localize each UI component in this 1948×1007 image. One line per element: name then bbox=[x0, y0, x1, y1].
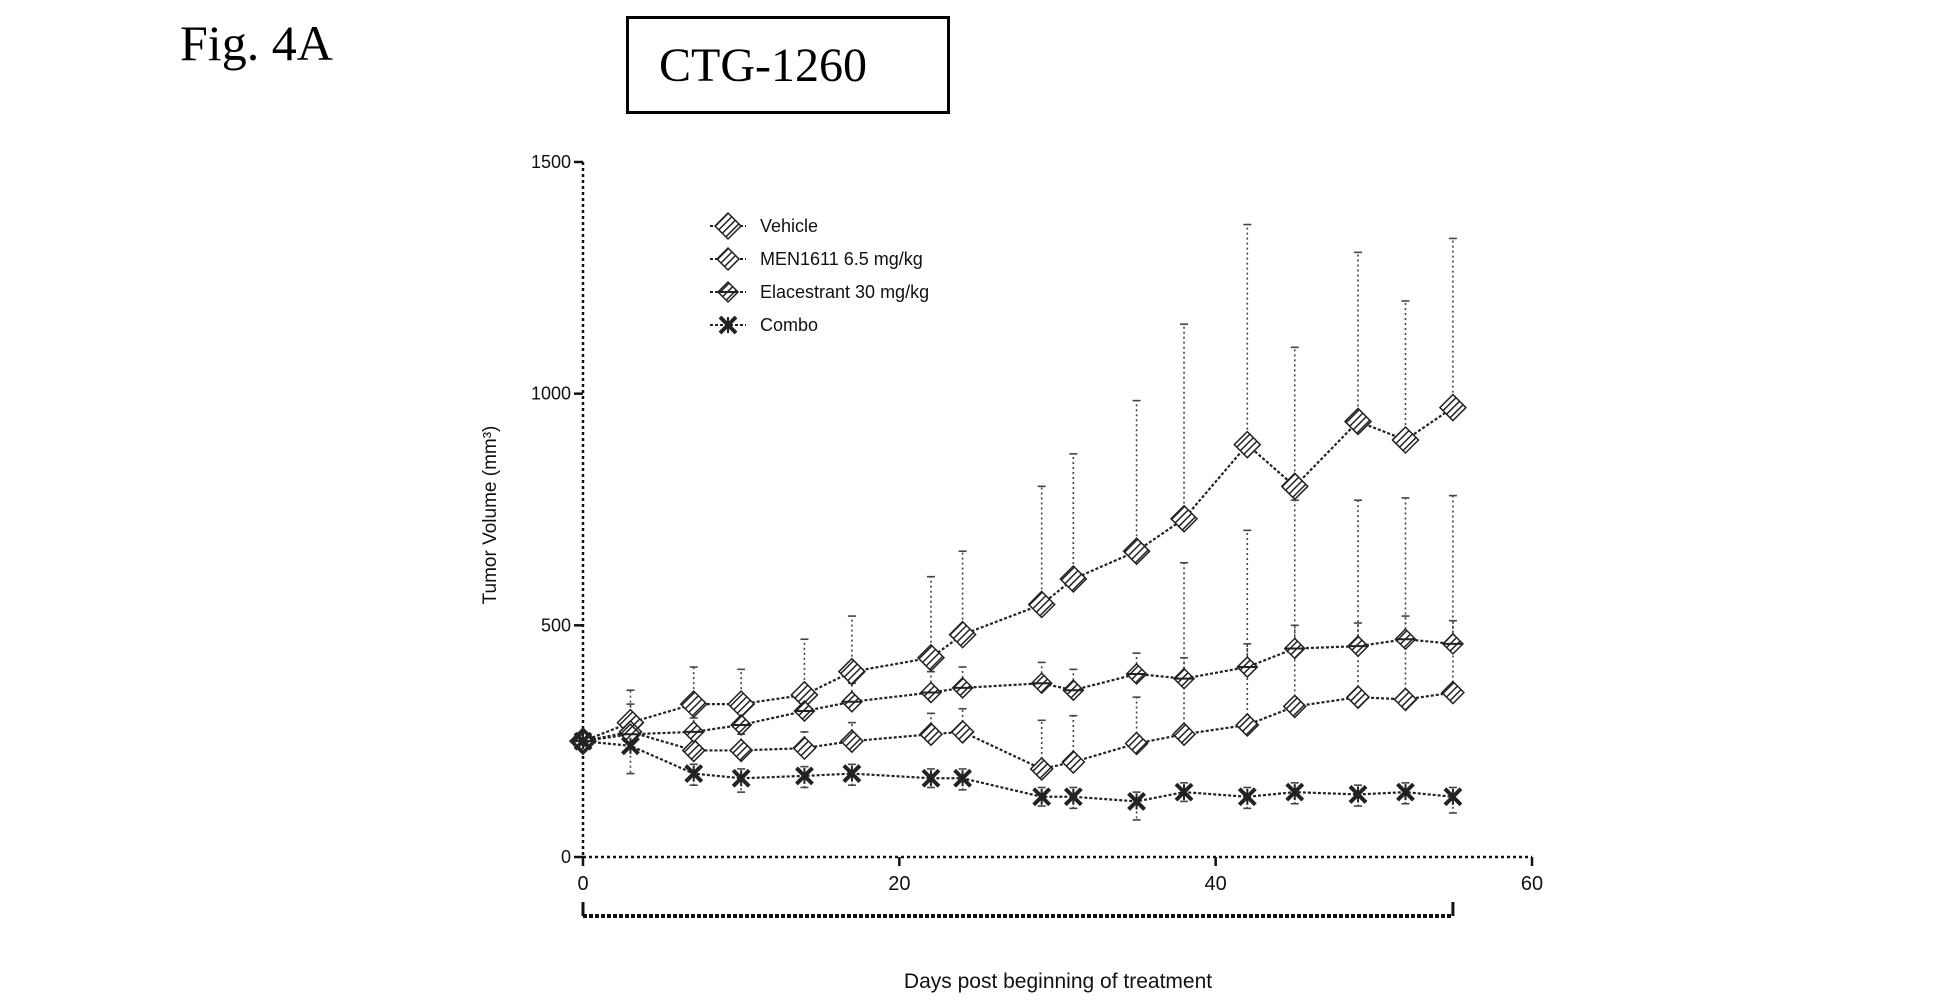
data-point bbox=[1233, 430, 1262, 459]
data-point bbox=[919, 681, 943, 704]
y-tick-label: 1500 bbox=[531, 152, 571, 172]
data-point bbox=[916, 643, 946, 672]
series-line bbox=[582, 406, 1454, 743]
data-point bbox=[1027, 590, 1056, 619]
data-point bbox=[1062, 679, 1085, 702]
data-point bbox=[1283, 637, 1306, 660]
data-point bbox=[682, 720, 705, 743]
data-point bbox=[1061, 749, 1086, 775]
y-tick-label: 500 bbox=[541, 615, 571, 635]
data-point bbox=[921, 768, 941, 788]
data-point bbox=[1345, 685, 1371, 710]
data-point bbox=[730, 713, 753, 737]
data-point bbox=[731, 768, 751, 788]
data-point bbox=[1394, 628, 1417, 651]
data-point bbox=[918, 722, 944, 747]
data-point bbox=[1124, 731, 1149, 756]
data-point bbox=[1438, 393, 1467, 422]
data-point bbox=[1127, 791, 1146, 811]
data-point bbox=[1237, 787, 1257, 807]
data-point bbox=[684, 764, 704, 784]
data-point bbox=[1059, 564, 1088, 594]
series-line bbox=[582, 740, 1454, 803]
treatment-bracket bbox=[581, 902, 1455, 918]
legend-marker bbox=[713, 211, 743, 241]
error-bars bbox=[626, 223, 1457, 821]
data-point bbox=[1235, 712, 1260, 738]
data-point bbox=[839, 729, 864, 754]
data-point bbox=[1122, 537, 1151, 566]
data-point bbox=[792, 736, 817, 761]
x-tick-label: 20 bbox=[888, 873, 910, 895]
chart-title-box: CTG-1260 bbox=[626, 16, 950, 114]
data-point bbox=[1348, 785, 1368, 804]
data-point bbox=[1285, 782, 1305, 802]
data-point bbox=[1171, 722, 1197, 747]
data-point bbox=[1174, 782, 1194, 802]
chart-title: CTG-1260 bbox=[659, 38, 867, 92]
data-point bbox=[840, 690, 863, 713]
legend-entry: Combo bbox=[710, 315, 818, 335]
data-point bbox=[1029, 756, 1054, 782]
legend-marker bbox=[718, 315, 738, 335]
data-point bbox=[573, 731, 593, 751]
data-point bbox=[1393, 687, 1418, 712]
data-point bbox=[1030, 672, 1053, 695]
legend-label: MEN1611 6.5 mg/kg bbox=[760, 249, 923, 269]
x-tick-label: 0 bbox=[577, 873, 588, 895]
y-tick-label: 1000 bbox=[531, 384, 571, 404]
legend-entry: Vehicle bbox=[710, 211, 818, 241]
data-point bbox=[1236, 655, 1259, 679]
series-markers bbox=[568, 393, 1467, 811]
data-point bbox=[679, 690, 708, 719]
data-point bbox=[1169, 504, 1199, 533]
data-point bbox=[1343, 407, 1373, 436]
series-lines bbox=[582, 406, 1454, 803]
data-point bbox=[729, 738, 754, 763]
data-point bbox=[951, 676, 974, 699]
data-point bbox=[681, 738, 706, 763]
data-point bbox=[1443, 787, 1463, 807]
x-tick-label: 40 bbox=[1205, 873, 1227, 895]
legend-entry: Elacestrant 30 mg/kg bbox=[710, 280, 929, 304]
data-point bbox=[727, 690, 756, 719]
x-axis-label: Days post beginning of treatment bbox=[904, 970, 1212, 993]
data-point bbox=[1346, 635, 1370, 658]
legend-label: Elacestrant 30 mg/kg bbox=[760, 282, 929, 302]
data-point bbox=[1063, 787, 1083, 807]
data-point bbox=[1391, 425, 1420, 455]
data-point bbox=[795, 766, 814, 786]
data-point bbox=[1125, 662, 1148, 686]
data-point bbox=[950, 719, 975, 744]
data-point bbox=[1172, 667, 1196, 690]
legend-marker bbox=[715, 246, 741, 272]
legend-label: Vehicle bbox=[760, 216, 818, 236]
data-point bbox=[1440, 680, 1465, 705]
series-line bbox=[582, 638, 1454, 743]
data-point bbox=[953, 768, 973, 788]
data-point bbox=[1280, 472, 1309, 501]
axes: 0 500 1000 1500 0 20 40 60 bbox=[531, 152, 1543, 918]
legend-label: Combo bbox=[760, 315, 818, 335]
data-point bbox=[1441, 632, 1464, 655]
data-point bbox=[948, 620, 977, 649]
x-tick-label: 60 bbox=[1521, 873, 1543, 895]
data-point bbox=[842, 764, 862, 784]
data-point bbox=[837, 657, 866, 686]
legend-marker bbox=[716, 280, 740, 304]
data-point bbox=[1282, 694, 1307, 719]
legend: Vehicle MEN1611 6.5 mg/kg Elacestrant 30 m… bbox=[710, 211, 929, 335]
legend-entry: MEN1611 6.5 mg/kg bbox=[710, 246, 923, 272]
figure-label: Fig. 4A bbox=[180, 15, 333, 71]
data-point bbox=[1032, 787, 1052, 807]
data-point bbox=[621, 736, 640, 756]
y-axis-label: Tumor Volume (mm³) bbox=[480, 426, 501, 605]
data-point bbox=[793, 699, 816, 723]
data-point bbox=[1396, 782, 1415, 802]
y-tick-label: 0 bbox=[561, 847, 571, 867]
